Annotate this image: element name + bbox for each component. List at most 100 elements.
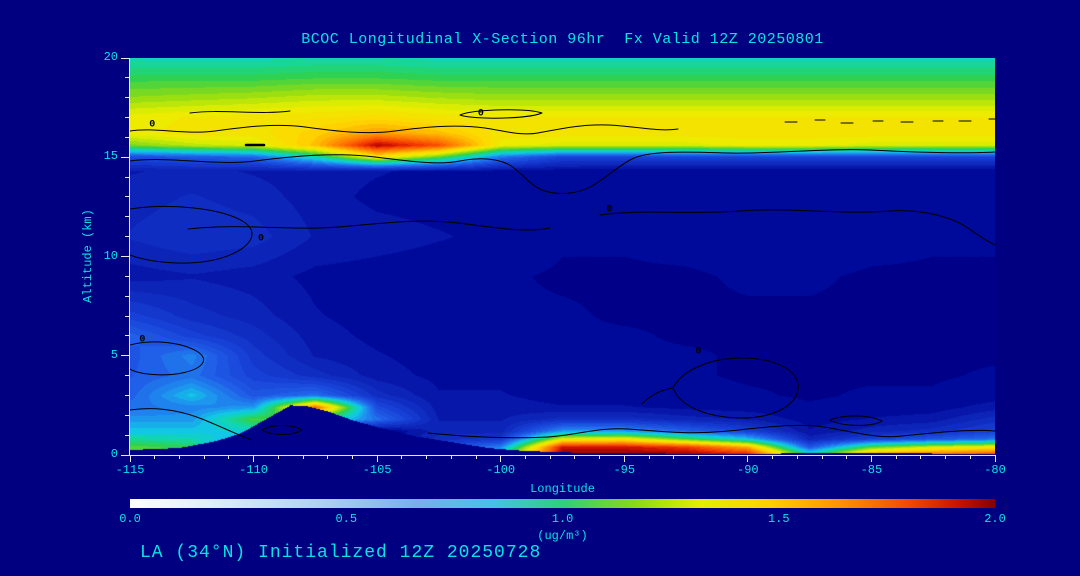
x-tick-label: -85 [860,463,883,477]
zero-contour-path [130,124,679,135]
x-minor-tick [178,456,180,459]
x-major-tick [376,456,378,462]
contour-level-label: 0 [149,119,156,131]
x-tick-label: -105 [362,463,392,477]
zero-contour-path [130,149,995,194]
x-minor-tick [549,456,551,459]
zero-contour-path [641,387,674,405]
zero-contour-overlay [130,109,995,441]
x-minor-tick [302,456,304,459]
x-minor-tick [154,456,156,459]
x-minor-tick [450,456,452,459]
y-minor-tick [125,275,129,277]
x-minor-tick [772,456,774,459]
x-tick-label: -95 [613,463,636,477]
y-minor-tick [125,295,129,297]
x-tick-label: -100 [486,463,516,477]
contour-level-label: 0 [695,346,702,358]
x-tick-label: -110 [239,463,268,477]
x-minor-tick [475,456,477,459]
colorbar-tick-label: 2.0 [984,512,1006,526]
chart-title: BCOC Longitudinal X-Section 96hr Fx Vali… [301,31,824,48]
x-minor-tick [524,456,526,459]
y-minor-tick [125,117,129,119]
y-minor-tick [125,315,129,317]
zero-contour-path [130,206,253,264]
y-minor-tick [125,434,129,436]
y-minor-tick [125,236,129,238]
x-minor-tick [796,456,798,459]
zero-contour-path [189,110,291,114]
x-minor-tick [673,456,675,459]
zero-contour-path [829,415,883,426]
y-tick-label: 5 [110,347,118,362]
x-major-tick [623,456,625,462]
x-minor-tick [648,456,650,459]
x-minor-tick [697,456,699,459]
y-minor-tick [125,77,129,79]
x-major-tick [747,456,749,462]
x-minor-tick [228,456,230,459]
zero-contour-path [459,109,543,119]
y-minor-tick [125,216,129,218]
x-minor-tick [327,456,329,459]
x-minor-tick [722,456,724,459]
x-minor-tick [426,456,428,459]
contour-level-label: 0 [257,233,264,245]
y-minor-tick [125,414,129,416]
y-tick-label: 20 [103,50,118,64]
y-major-tick [121,454,129,456]
plot-area [130,58,995,455]
y-minor-tick [125,196,129,198]
x-tick-label: -80 [984,463,1006,477]
x-tick-label: -90 [737,463,759,477]
y-minor-tick [125,136,129,138]
x-axis-label: Longitude [530,482,595,496]
x-minor-tick [920,456,922,459]
x-major-tick [500,456,502,462]
zero-contour-path [130,408,253,441]
x-axis-line [129,455,996,456]
x-major-tick [870,456,872,462]
colorbar-unit: (ug/m³) [537,529,588,543]
x-minor-tick [574,456,576,459]
colorbar-tick-label: 1.0 [551,512,574,526]
x-minor-tick [895,456,897,459]
y-minor-tick [125,176,129,178]
x-major-tick [253,456,255,462]
y-major-tick [121,256,129,257]
x-minor-tick [821,456,823,459]
y-major-tick [121,57,129,59]
zero-contour-path [784,118,995,124]
x-minor-tick [945,456,947,459]
y-minor-tick [125,394,129,396]
colorbar-tick-label: 0.5 [335,512,358,526]
x-minor-tick [599,456,601,459]
x-minor-tick [351,456,353,459]
x-minor-tick [969,456,971,459]
contour-level-label: 0 [139,334,146,346]
x-minor-tick [401,456,403,459]
y-major-tick [121,355,129,357]
contour-level-label: 0 [606,204,613,216]
y-minor-tick [125,97,129,99]
zero-contour-path [599,209,995,246]
x-tick-label: -115 [115,463,145,477]
y-axis-line [129,58,130,456]
x-minor-tick [846,456,848,459]
x-major-tick [129,456,131,462]
concentration-field-canvas [130,58,995,455]
zero-contour-path [187,220,551,231]
zero-contour-path [261,425,303,435]
y-tick-label: 15 [103,149,118,164]
x-minor-tick [203,456,205,459]
contour-level-label: 0 [477,108,484,120]
x-minor-tick [277,456,279,459]
x-major-tick [994,456,996,462]
zero-contour-path [672,357,799,419]
y-minor-tick [125,335,129,337]
y-tick-label: 0 [110,447,118,461]
colorbar-tick-label: 1.5 [767,512,790,526]
y-tick-label: 10 [103,248,118,263]
